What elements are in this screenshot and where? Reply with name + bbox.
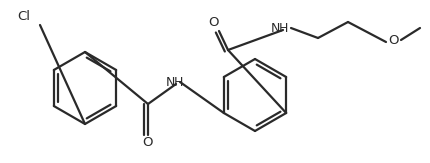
Text: Cl: Cl bbox=[18, 10, 31, 23]
Text: N: N bbox=[270, 22, 279, 35]
Text: O: O bbox=[208, 16, 219, 30]
Text: N: N bbox=[165, 75, 174, 89]
Text: H: H bbox=[173, 75, 182, 89]
Text: O: O bbox=[388, 34, 398, 46]
Text: O: O bbox=[142, 136, 153, 149]
Text: H: H bbox=[278, 22, 287, 35]
